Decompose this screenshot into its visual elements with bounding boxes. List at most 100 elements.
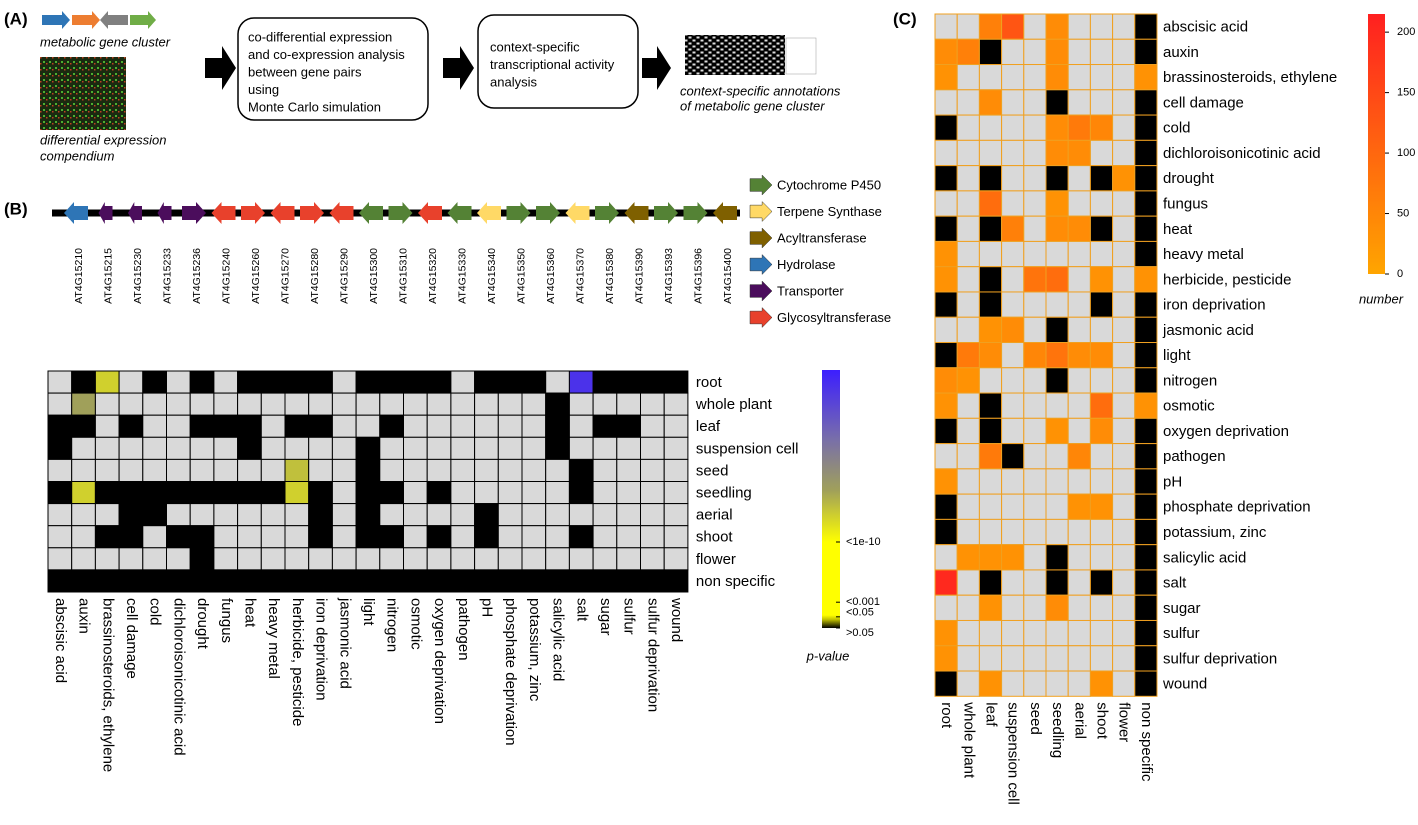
heatmap-cell (616, 370, 641, 394)
heatmap-cell (1001, 13, 1025, 40)
heatmap-cell (497, 569, 523, 593)
legend-label: Acyltransferase (777, 230, 867, 245)
heatmap-cell (1045, 645, 1069, 672)
heatmap-cell (934, 342, 958, 369)
heatmap-cell (47, 547, 73, 571)
heatmap-cell (1001, 291, 1025, 318)
heatmap-cell (545, 436, 570, 460)
heatmap-cell (934, 114, 958, 141)
heatmap-cell (1112, 64, 1136, 91)
heatmap-cell (260, 503, 286, 527)
heatmap-cell (1067, 13, 1091, 40)
heatmap-cell (213, 414, 239, 438)
heatmap-cell (1134, 493, 1158, 520)
heatmap-cell (189, 392, 215, 416)
gene-arrow (98, 202, 113, 224)
heatmap-cell (118, 370, 144, 394)
heatmap-cell (1112, 443, 1136, 470)
heatmap-cell (1045, 544, 1069, 571)
heatmap-cell (1089, 392, 1114, 419)
heatmap-cell (426, 481, 452, 505)
heatmap-cell (497, 503, 523, 527)
heatmap-cell (1001, 367, 1025, 394)
column-label: whole plant (960, 701, 977, 779)
heatmap-cell (213, 481, 239, 505)
column-label: root (938, 702, 955, 729)
heatmap-cell (1045, 367, 1069, 394)
legend-swatch (749, 174, 773, 196)
gene-label: AT4G15230 (132, 248, 144, 304)
gene-arrow (595, 202, 619, 224)
legend-swatch (749, 227, 773, 249)
heatmap-cell (978, 569, 1003, 596)
row-label: phosphate deprivation (1163, 499, 1311, 516)
heatmap-cell (616, 414, 641, 438)
heatmap-cell (355, 481, 381, 505)
gene-arrow (64, 202, 88, 224)
heatmap-cell (1023, 89, 1047, 116)
heatmap-cell (1134, 89, 1158, 116)
heatmap-cell (497, 481, 523, 505)
column-label: nitrogen (384, 598, 401, 652)
heatmap-cell (1023, 266, 1047, 293)
heatmap-cell (166, 436, 191, 460)
gene-arrow (182, 202, 206, 224)
gene-label: AT4G15370 (574, 248, 586, 304)
heatmap-cell (71, 392, 96, 416)
heatmap-cell (1001, 493, 1025, 520)
step-text: transcriptional activity (490, 57, 615, 72)
column-label: light (360, 598, 377, 626)
heatmap-cell (189, 503, 215, 527)
heatmap-cell (545, 458, 570, 482)
heatmap-cell (497, 414, 523, 438)
heatmap-cell (934, 417, 958, 445)
heatmap-cell (474, 414, 499, 438)
heatmap-cell (1001, 569, 1025, 596)
heatmap-cell (1023, 544, 1047, 571)
row-label: flower (696, 551, 736, 568)
heatmap-cell (47, 414, 73, 438)
heatmap-cell (521, 503, 547, 527)
column-label: non specific (1138, 702, 1155, 782)
heatmap-cell (497, 525, 523, 549)
heatmap-cell (1134, 215, 1158, 242)
heatmap-cell (71, 458, 96, 482)
gene-label: AT4G15290 (338, 248, 350, 304)
heatmap-cell (189, 414, 215, 438)
heatmap-cell (1045, 13, 1069, 40)
heatmap-cell (237, 392, 262, 416)
heatmap-cell (640, 503, 665, 527)
column-label: iron deprivation (313, 598, 330, 701)
heatmap-cell (1067, 165, 1091, 192)
heatmap-cell (355, 414, 381, 438)
step-text: analysis (490, 74, 537, 89)
heatmap-cell (978, 619, 1003, 647)
heatmap-cell (545, 547, 570, 571)
column-label: brassinosteroids, ethylene (99, 598, 116, 772)
heatmap-cell (47, 458, 73, 482)
heatmap-cell (94, 525, 120, 549)
heatmap-cell (978, 215, 1003, 242)
heatmap-cell (1045, 417, 1069, 445)
gene-label: AT4G15393 (663, 248, 675, 304)
heatmap-cell (1023, 417, 1047, 445)
gene-arrow (418, 202, 442, 224)
column-label: pH (478, 598, 495, 617)
heatmap-cell (1045, 342, 1069, 369)
heatmap-cell (1023, 240, 1047, 268)
heatmap-cell (403, 436, 428, 460)
heatmap-cell (934, 493, 958, 520)
heatmap-cell (308, 436, 333, 460)
gene-label: AT4G15380 (604, 248, 616, 304)
heatmap-cell (934, 165, 958, 192)
column-label: sulfur deprivation (644, 598, 661, 712)
heatmap-cell (592, 370, 618, 394)
heatmap-cell (934, 139, 958, 167)
heatmap-cell (1045, 594, 1069, 621)
heatmap-cell (1112, 89, 1136, 116)
heatmap-cell (497, 436, 523, 460)
heatmap-cell (1023, 215, 1047, 242)
heatmap-cell (1023, 493, 1047, 520)
heatmap-cell (426, 569, 452, 593)
heatmap-cell (1134, 316, 1158, 344)
